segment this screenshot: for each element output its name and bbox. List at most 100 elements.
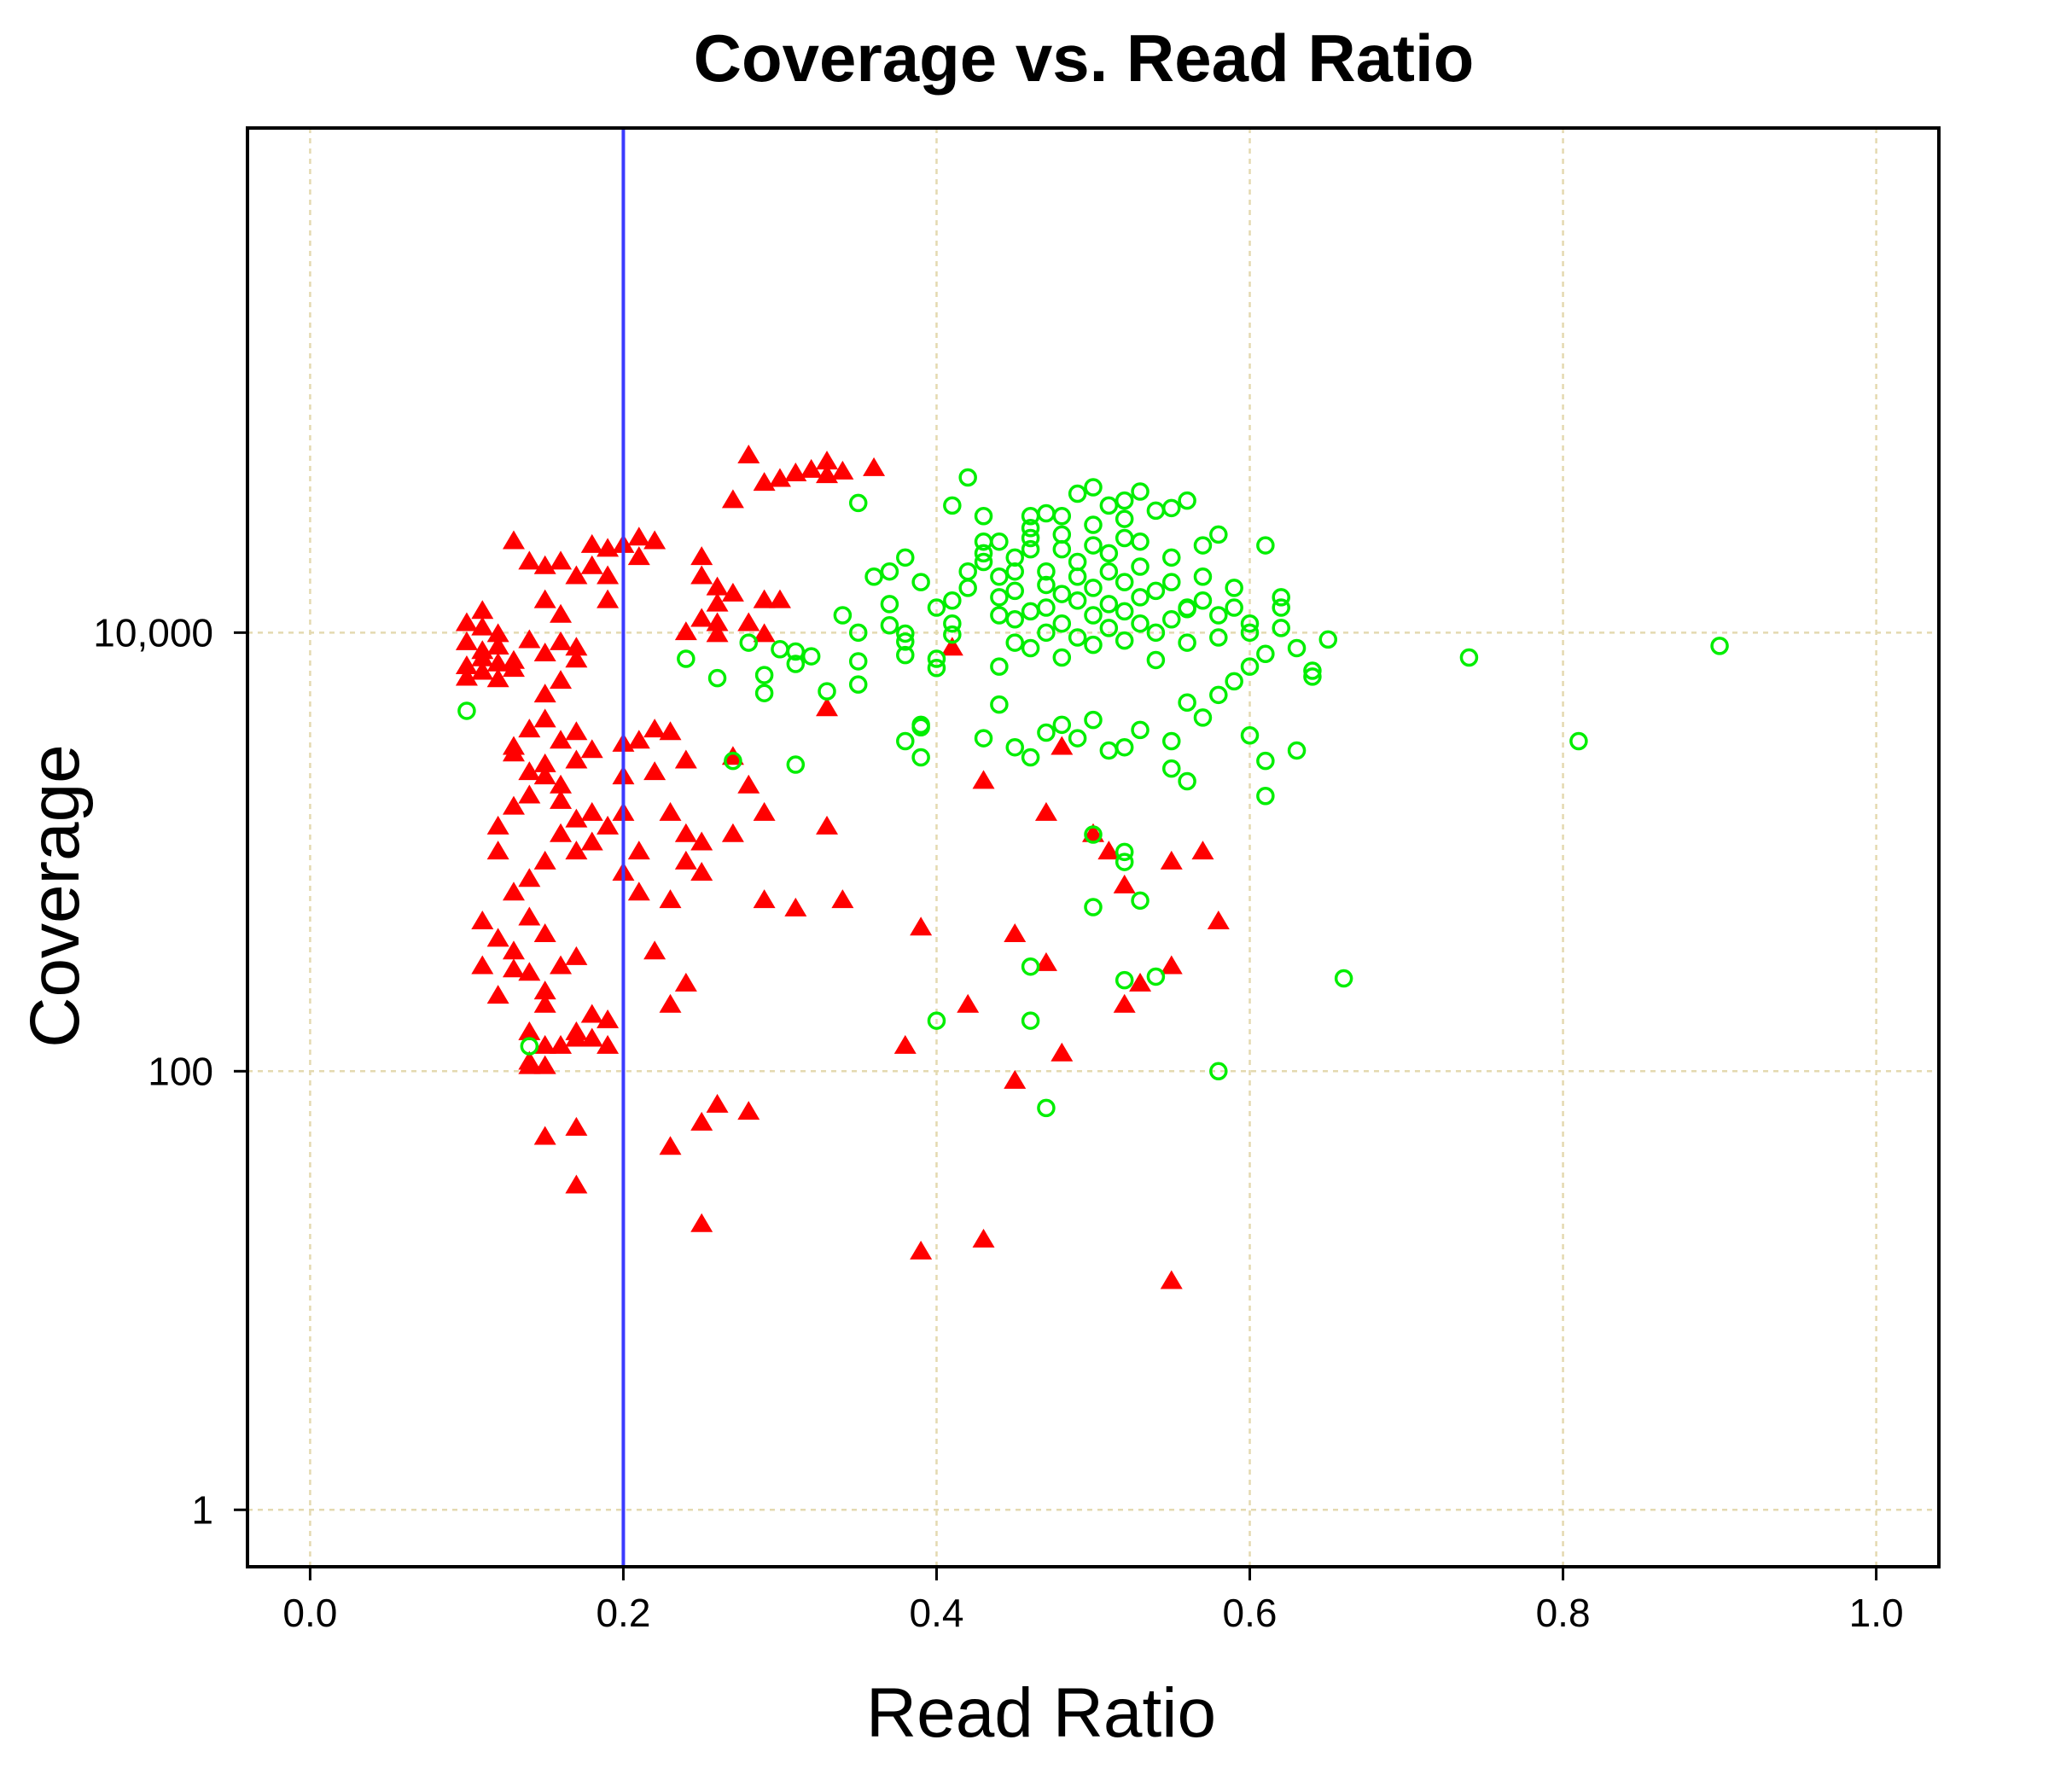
x-tick-label: 0.0 — [282, 1591, 337, 1635]
y-tick-label: 10,000 — [93, 610, 213, 655]
triangle-point — [1191, 841, 1214, 860]
triangle-point — [550, 823, 573, 842]
triangle-point — [659, 1136, 682, 1155]
triangle-point — [1034, 801, 1057, 821]
triangle-point — [486, 815, 509, 835]
circle-point — [1146, 650, 1166, 670]
circle-point — [724, 751, 742, 771]
triangle-point — [721, 823, 744, 842]
triangle-point — [721, 582, 744, 602]
triangle-point — [972, 1228, 995, 1248]
circle-point — [1068, 552, 1087, 572]
triangle-point — [972, 770, 995, 789]
triangle-point — [1113, 874, 1136, 893]
circle-point — [1084, 710, 1103, 730]
circle-point — [1037, 598, 1056, 617]
circle-point — [1115, 970, 1134, 990]
triangle-point — [565, 749, 588, 769]
circle-point — [974, 506, 993, 526]
triangle-point — [816, 451, 839, 470]
circle-point — [1099, 741, 1119, 760]
triangle-point — [533, 1034, 556, 1054]
circle-point — [1209, 685, 1228, 705]
circle-point — [1162, 609, 1181, 629]
triangle-point — [597, 565, 620, 585]
triangle-point — [1051, 1042, 1074, 1062]
triangle-point — [565, 565, 588, 585]
circle-point — [1240, 657, 1260, 676]
circle-point — [1256, 536, 1275, 555]
circle-point — [990, 657, 1009, 676]
circle-point — [1146, 967, 1166, 986]
circle-point — [943, 496, 962, 515]
triangle-point — [674, 972, 697, 992]
circle-point — [1162, 759, 1181, 778]
triangle-point — [627, 527, 650, 546]
circle-point — [1193, 591, 1213, 610]
circle-point — [927, 598, 946, 617]
triangle-point — [753, 472, 776, 492]
triangle-point — [690, 546, 713, 566]
circle-point — [974, 532, 993, 551]
triangle-point — [580, 739, 603, 759]
triangle-point — [486, 652, 509, 672]
triangle-point — [455, 612, 478, 631]
triangle-point — [690, 862, 713, 882]
triangle-point — [659, 721, 682, 741]
triangle-point — [486, 841, 509, 860]
triangle-point — [518, 784, 541, 804]
triangle-point — [518, 906, 541, 926]
circle-point — [1178, 491, 1196, 510]
circle-point — [833, 606, 853, 625]
triangle-point — [502, 530, 525, 550]
circle-point — [1209, 1062, 1228, 1081]
circle-point — [739, 633, 759, 652]
triangle-point — [580, 533, 603, 553]
triangle-point — [550, 670, 573, 690]
circle-point — [1256, 751, 1275, 771]
circle-point — [1287, 741, 1307, 760]
triangle-point — [502, 882, 525, 901]
circle-point — [1225, 598, 1243, 617]
circle-point — [1099, 619, 1119, 637]
x-tick-label: 0.2 — [596, 1591, 650, 1635]
triangle-point — [690, 831, 713, 851]
circle-point — [1334, 969, 1353, 988]
circle-point — [896, 632, 915, 651]
triangle-point — [533, 850, 556, 870]
circle-point — [1318, 630, 1338, 649]
triangle-point — [533, 1126, 556, 1145]
triangle-point — [690, 1111, 713, 1131]
triangle-point — [1004, 1069, 1027, 1089]
circle-point — [1225, 579, 1243, 597]
triangle-point — [471, 955, 494, 975]
triangle-point — [580, 801, 603, 821]
triangle-point — [518, 962, 541, 981]
circle-point — [990, 588, 1009, 607]
circle-point — [990, 606, 1009, 625]
circle-point — [1146, 501, 1166, 521]
circle-point — [1052, 648, 1072, 667]
triangle-point — [533, 589, 556, 608]
circle-point — [1084, 898, 1103, 917]
triangle-point — [471, 600, 494, 620]
circle-point — [1146, 623, 1166, 643]
circle-point — [520, 1037, 539, 1056]
circle-point — [1021, 1011, 1040, 1030]
triangle-point — [550, 955, 573, 975]
triangle-point — [674, 621, 697, 641]
triangle-point — [597, 1009, 620, 1028]
triangle-point — [533, 993, 556, 1013]
circle-point — [1272, 619, 1290, 637]
triangle-point — [518, 1021, 541, 1040]
triangle-point — [800, 458, 823, 478]
triangle-point — [455, 631, 478, 650]
circle-point — [1084, 825, 1103, 844]
triangle-point — [737, 774, 760, 794]
triangle-point — [565, 841, 588, 860]
triangle-point — [627, 882, 650, 901]
circle-point — [1209, 628, 1228, 647]
triangle-point — [816, 697, 839, 717]
circle-point — [896, 731, 915, 751]
